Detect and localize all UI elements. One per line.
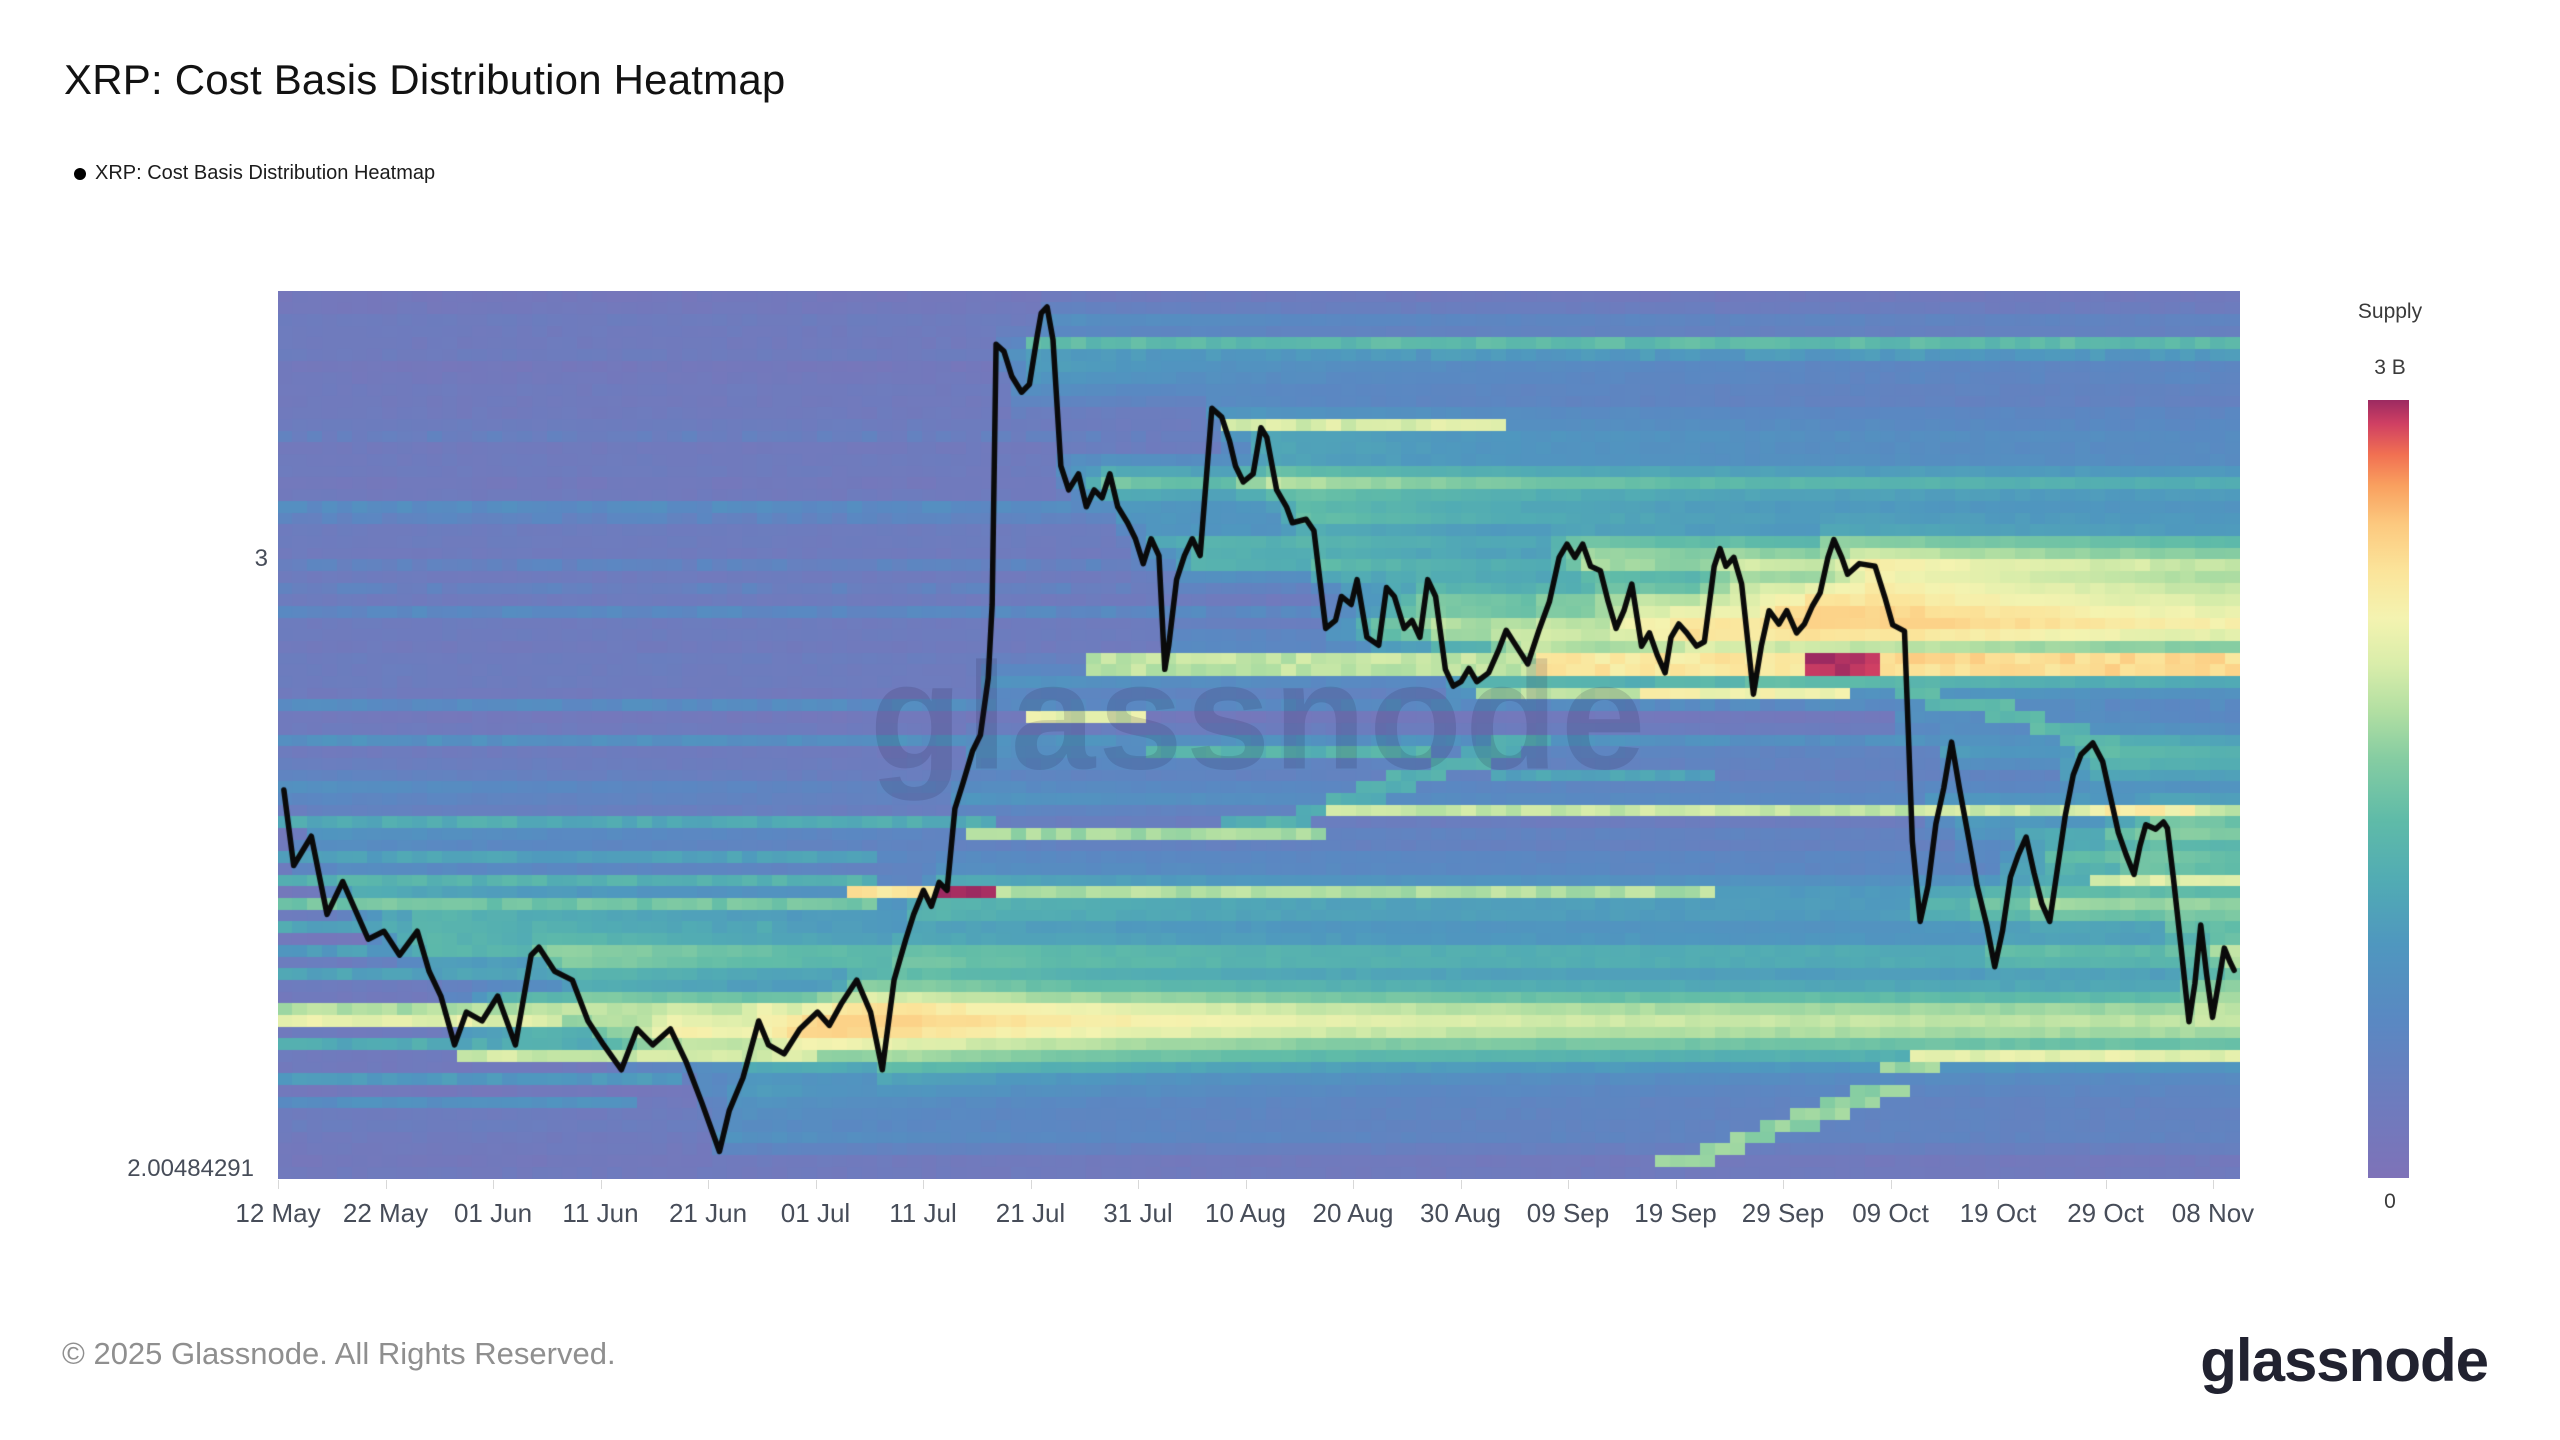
x-axis-label: 19 Sep (1634, 1198, 1717, 1228)
x-axis-tick (493, 1180, 494, 1189)
x-axis-label: 21 Jun (668, 1198, 748, 1228)
x-axis-tick (1998, 1180, 1999, 1189)
x-axis-tick (1138, 1180, 1139, 1189)
legend-label: XRP: Cost Basis Distribution Heatmap (95, 162, 436, 184)
x-axis-label: 12 May (235, 1198, 321, 1228)
x-axis-label: 30 Aug (1420, 1198, 1501, 1228)
x-axis-tick (1353, 1180, 1354, 1189)
heatmap-plot-area: glassnode (278, 291, 2240, 1179)
x-axis-tick (923, 1180, 924, 1189)
x-axis-tick (1675, 1180, 1677, 1189)
x-axis-label: 29 Sep (1741, 1198, 1825, 1228)
copyright-text: © 2025 Glassnode. All Rights Reserved. (62, 1336, 616, 1371)
colorbar-max-label: 3 B (2374, 356, 2406, 379)
y-axis-label-bottom: 2.00484291 (127, 1154, 254, 1182)
x-axis: 12 May 22 May 01 Jun 11 Jun 21 Jun 01 Jul 11 J… (235, 1180, 2254, 1240)
x-axis-label: 01 Jul (780, 1198, 851, 1228)
x-axis-tick (1568, 1180, 1569, 1189)
x-axis-label: 09 Oct (1852, 1198, 1929, 1228)
cost-basis-heatmap-canvas (278, 291, 2240, 1179)
x-axis-label: 29 Oct (2067, 1198, 2144, 1228)
x-axis-tick (278, 1180, 279, 1189)
x-axis-label: 21 Jul (995, 1198, 1066, 1228)
glassnode-logo: glassnode (2200, 1327, 2489, 1394)
x-axis-label: 19 Oct (1959, 1198, 2037, 1228)
x-axis-label: 01 Jun (453, 1198, 533, 1228)
x-axis-tick (1783, 1180, 1784, 1189)
colorbar-title: Supply (2357, 300, 2423, 323)
x-axis-tick (2213, 1180, 2214, 1189)
x-axis-label: 08 Nov (2171, 1198, 2255, 1228)
supply-colorbar (2368, 400, 2409, 1178)
x-axis-label: 10 Aug (1205, 1198, 1286, 1228)
x-axis-tick (1030, 1180, 1032, 1189)
x-axis-label: 11 Jun (562, 1198, 639, 1228)
x-axis-label: 09 Sep (1526, 1198, 1610, 1228)
x-axis-tick (385, 1180, 387, 1189)
x-axis-tick (1890, 1180, 1892, 1189)
legend-dot-icon (74, 167, 86, 180)
x-axis-label: 11 Jul (889, 1198, 957, 1228)
colorbar-min-label: 0 (2384, 1190, 2396, 1213)
x-axis-tick (600, 1180, 602, 1189)
y-axis-label-3: 3 (254, 545, 268, 573)
x-axis-tick (708, 1180, 709, 1189)
x-axis-label: 20 Aug (1312, 1198, 1394, 1228)
x-axis-label: 22 May (342, 1198, 429, 1228)
x-axis-tick (1245, 1180, 1247, 1189)
x-axis-tick (815, 1180, 817, 1189)
x-axis-tick (1460, 1180, 1462, 1189)
x-axis-label: 31 Jul (1103, 1198, 1173, 1228)
page-title: XRP: Cost Basis Distribution Heatmap (64, 56, 786, 103)
legend: XRP: Cost Basis Distribution Heatmap (74, 162, 435, 185)
x-axis-tick (2105, 1180, 2107, 1189)
